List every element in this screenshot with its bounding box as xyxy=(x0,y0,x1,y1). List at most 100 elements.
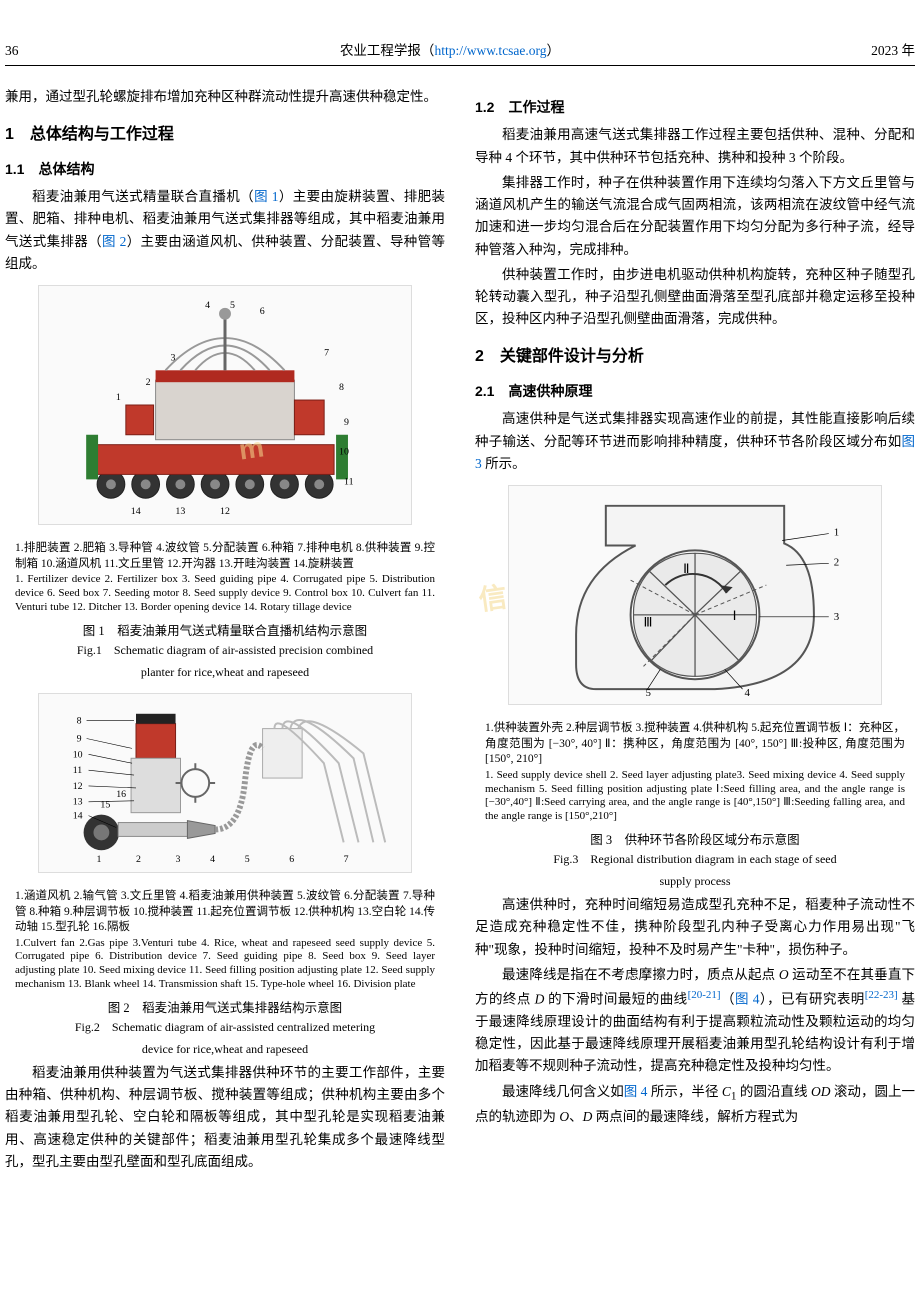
var-D: D xyxy=(535,992,545,1007)
figure-3-image: Ⅰ Ⅱ Ⅲ 1 2 3 4 5 xyxy=(508,485,882,705)
figure-3-title-en-2: supply process xyxy=(475,872,915,892)
text: 所示。 xyxy=(482,456,526,471)
running-header: 36 农业工程学报（http://www.tcsae.org） 2023 年 xyxy=(5,40,915,66)
para-2-1b: 高速供种时，充种时间缩短易造成型孔充种不足，稻麦种子流动性不足造成充种稳定性不佳… xyxy=(475,894,915,961)
para-2-1a: 高速供种是气送式集排器实现高速作业的前提，其性能直接影响后续种子输送、分配等环节… xyxy=(475,408,915,475)
para-2-1c: 最速降线是指在不考虑摩擦力时，质点从起点 O 运动至不在其垂直下方的终点 D 的… xyxy=(475,964,915,1078)
figure-1-image: 123 456 789 1011 121314 m xyxy=(38,285,412,525)
svg-text:11: 11 xyxy=(344,476,354,487)
svg-text:3: 3 xyxy=(176,854,181,865)
text: （ xyxy=(721,992,735,1007)
svg-text:9: 9 xyxy=(344,417,349,428)
figure-2-title-cn: 图 2 稻麦油兼用气送式集排器结构示意图 xyxy=(5,998,445,1019)
svg-text:6: 6 xyxy=(260,306,265,317)
text: 稻麦油兼用气送式精量联合直播机（ xyxy=(32,189,254,204)
svg-text:7: 7 xyxy=(324,347,329,358)
svg-text:10: 10 xyxy=(73,749,83,760)
svg-text:4: 4 xyxy=(205,300,210,311)
svg-text:16: 16 xyxy=(116,789,126,800)
svg-text:1: 1 xyxy=(116,392,121,403)
page: 36 农业工程学报（http://www.tcsae.org） 2023 年 兼… xyxy=(5,0,915,1216)
year: 2023 年 xyxy=(835,40,915,62)
section-1-heading: 1 总体结构与工作过程 xyxy=(5,122,445,148)
para-1-2c: 供种装置工作时，由步进电机驱动供种机构旋转，充种区种子随型孔轮转动囊入型孔，种子… xyxy=(475,264,915,331)
figure-1-ref[interactable]: 图 1 xyxy=(254,189,278,204)
two-column-layout: 兼用，通过型孔轮螺旋排布增加充种区种群流动性提升高速供种稳定性。 1 总体结构与… xyxy=(5,86,915,1176)
para-last-left: 稻麦油兼用供种装置为气送式集排器供种环节的主要工作部件，主要由种箱、供种机构、种… xyxy=(5,1062,445,1173)
figure-2-title-en-2: device for rice,wheat and rapeseed xyxy=(5,1040,445,1060)
right-column: 1.2 工作过程 稻麦油兼用高速气送式集排器工作过程主要包括供种、混种、分配和导… xyxy=(475,86,915,1176)
text: 最速降线几何含义如 xyxy=(502,1084,624,1099)
svg-text:7: 7 xyxy=(344,854,349,865)
svg-text:10: 10 xyxy=(339,447,349,458)
figure-3: Ⅰ Ⅱ Ⅲ 1 2 3 4 5 xyxy=(475,485,915,711)
para-1-1: 稻麦油兼用气送式精量联合直播机（图 1）主要由旋耕装置、排肥装置、肥箱、排种电机… xyxy=(5,186,445,275)
svg-text:5: 5 xyxy=(645,687,651,699)
svg-text:9: 9 xyxy=(77,733,82,744)
svg-text:3: 3 xyxy=(834,611,840,623)
svg-text:2: 2 xyxy=(136,854,141,865)
svg-text:11: 11 xyxy=(73,765,83,776)
journal-url-link[interactable]: http://www.tcsae.org xyxy=(434,43,546,58)
planter-machine-svg: 123 456 789 1011 121314 xyxy=(39,286,411,524)
figure-1-title-cn: 图 1 稻麦油兼用气送式精量联合直播机结构示意图 xyxy=(5,621,445,642)
section-2-heading: 2 关键部件设计与分析 xyxy=(475,344,915,370)
svg-text:4: 4 xyxy=(210,854,215,865)
figure-3-caption-cn: 1.供种装置外壳 2.种层调节板 3.搅种装置 4.供种机构 5.起充位置调节板… xyxy=(485,721,905,768)
para-1-2a: 稻麦油兼用高速气送式集排器工作过程主要包括供种、混种、分配和导种 4 个环节，其… xyxy=(475,124,915,169)
section-1-2-heading: 1.2 工作过程 xyxy=(475,96,915,119)
svg-text:8: 8 xyxy=(339,382,344,393)
text: 所示，半径 xyxy=(647,1084,721,1099)
svg-text:Ⅱ: Ⅱ xyxy=(683,562,689,576)
svg-text:4: 4 xyxy=(745,687,751,699)
svg-text:1: 1 xyxy=(834,527,839,539)
svg-text:Ⅲ: Ⅲ xyxy=(643,616,652,630)
text: 的下滑时间最短的曲线 xyxy=(544,992,687,1007)
figure-2: 123 456 7 8910 111213 141516 xyxy=(5,693,445,879)
svg-text:2: 2 xyxy=(146,377,151,388)
para-1-2b: 集排器工作时，种子在供种装置作用下连续均匀落入下方文丘里管与涵道风机产生的输送气… xyxy=(475,172,915,261)
svg-text:14: 14 xyxy=(131,506,141,517)
svg-text:5: 5 xyxy=(245,854,250,865)
text: 、 xyxy=(569,1109,583,1124)
figure-3-caption-en: 1. Seed supply device shell 2. Seed laye… xyxy=(485,769,905,824)
section-1-1-heading: 1.1 总体结构 xyxy=(5,158,445,181)
intro-continuation: 兼用，通过型孔轮螺旋排布增加充种区种群流动性提升高速供种稳定性。 xyxy=(5,86,445,108)
svg-text:Ⅰ: Ⅰ xyxy=(733,609,737,623)
figure-1-caption-cn: 1.排肥装置 2.肥箱 3.导种管 4.波纹管 5.分配装置 6.种箱 7.排种… xyxy=(15,541,435,572)
figure-1-title-en-2: planter for rice,wheat and rapeseed xyxy=(5,663,445,683)
figure-3-title-cn: 图 3 供种环节各阶段区域分布示意图 xyxy=(475,830,915,851)
svg-text:2: 2 xyxy=(834,556,839,568)
svg-text:3: 3 xyxy=(170,352,175,363)
svg-text:1: 1 xyxy=(96,854,101,865)
watermark-icon: 信 xyxy=(476,574,510,624)
figure-1-title-en-1: Fig.1 Schematic diagram of air-assisted … xyxy=(5,641,445,661)
figure-4-ref-2[interactable]: 图 4 xyxy=(624,1084,648,1099)
figure-4-ref[interactable]: 图 4 xyxy=(735,992,760,1007)
citation-20-21[interactable]: [20-21] xyxy=(688,989,721,1001)
figure-1: 123 456 789 1011 121314 m xyxy=(5,285,445,531)
var-C: C xyxy=(722,1084,731,1099)
var-O: O xyxy=(779,967,789,982)
svg-text:13: 13 xyxy=(175,506,185,517)
text: 最速降线是指在不考虑摩擦力时，质点从起点 xyxy=(502,967,779,982)
var-D-2: D xyxy=(583,1109,593,1124)
figure-2-ref[interactable]: 图 2 xyxy=(102,234,126,249)
para-2-1d: 最速降线几何含义如图 4 所示，半径 C1 的圆沿直线 OD 滚动，圆上一点的轨… xyxy=(475,1081,915,1129)
figure-1-caption-en: 1. Fertilizer device 2. Fertilizer box 3… xyxy=(15,573,435,614)
text: 高速供种是气送式集排器实现高速作业的前提，其性能直接影响后续种子输送、分配等环节… xyxy=(475,411,915,448)
text: 的圆沿直线 xyxy=(737,1084,811,1099)
journal-text: 农业工程学报（ xyxy=(340,43,435,58)
citation-22-23[interactable]: [22-23] xyxy=(865,989,898,1001)
svg-text:12: 12 xyxy=(220,506,230,517)
svg-text:6: 6 xyxy=(289,854,294,865)
var-O-2: O xyxy=(559,1109,569,1124)
figure-2-title-en-1: Fig.2 Schematic diagram of air-assisted … xyxy=(5,1018,445,1038)
metering-device-svg: 123 456 7 8910 111213 141516 xyxy=(39,694,411,872)
figure-2-caption-cn: 1.涵道风机 2.输气管 3.文丘里管 4.稻麦油兼用供种装置 5.波纹管 6.… xyxy=(15,889,435,936)
var-OD: OD xyxy=(811,1084,831,1099)
journal-name: 农业工程学报（http://www.tcsae.org） xyxy=(65,40,835,62)
section-2-1-heading: 2.1 高速供种原理 xyxy=(475,380,915,403)
left-column: 兼用，通过型孔轮螺旋排布增加充种区种群流动性提升高速供种稳定性。 1 总体结构与… xyxy=(5,86,445,1176)
svg-text:14: 14 xyxy=(73,810,83,821)
